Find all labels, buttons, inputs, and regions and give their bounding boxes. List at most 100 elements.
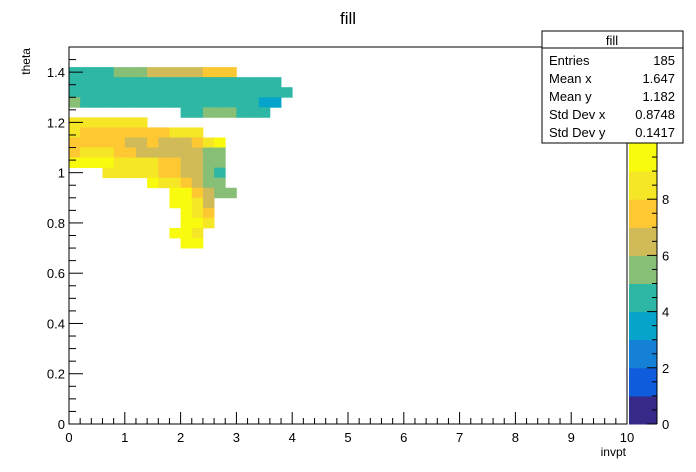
heatmap-bin	[169, 87, 181, 98]
heatmap-bin	[258, 97, 271, 108]
heatmap-bin	[180, 217, 193, 229]
y-tick-label: 1	[58, 166, 65, 181]
heatmap-bin	[91, 137, 103, 148]
heatmap-bin	[102, 87, 115, 98]
heatmap-bin	[102, 67, 115, 78]
heatmap-bin	[69, 97, 81, 108]
heatmap-bin	[135, 147, 148, 158]
x-tick-label: 6	[400, 430, 407, 445]
heatmap-bin	[191, 127, 204, 138]
stats-box: fill Entries 185 Mean x 1.647 Mean y 1.1…	[541, 30, 684, 144]
heatmap-bin	[135, 117, 148, 128]
heatmap-bin	[214, 67, 226, 78]
stats-label-entries: Entries	[549, 53, 590, 68]
x-tick-label: 8	[512, 430, 519, 445]
y-tick-label: 0	[58, 417, 65, 432]
x-tick-label: 9	[568, 430, 575, 445]
heatmap-bin	[147, 127, 159, 138]
heatmap-bin	[135, 97, 148, 108]
heatmap-bin	[169, 197, 181, 209]
heatmap-bin	[180, 197, 193, 209]
heatmap-bin	[135, 77, 148, 88]
heatmap-bin	[202, 217, 215, 229]
heatmap-bin	[202, 87, 215, 98]
heatmap-bin	[102, 77, 115, 88]
colorbar-tick-label: 4	[662, 305, 669, 320]
heatmap-bin	[180, 167, 193, 179]
heatmap-bin	[214, 167, 226, 179]
heatmap-bin	[135, 67, 148, 78]
heatmap-bin	[191, 87, 204, 98]
heatmap-bin	[113, 167, 126, 179]
axes: 0 1 2 3 4 5 6 7 8 9 10 0 0.2 0.4 0.6 0.8 1 1.2 1.4	[47, 46, 634, 445]
x-tick-label: 7	[456, 430, 463, 445]
heatmap-bin	[191, 97, 204, 108]
heatmap-bin	[214, 87, 226, 98]
heatmap-bin	[247, 97, 260, 108]
heatmap-bin	[180, 238, 193, 249]
heatmap-bin	[124, 87, 137, 98]
colorbar: 0 2 4 6 8	[629, 143, 669, 432]
stats-value-std-dev-x: 0.8748	[635, 107, 675, 122]
heatmap-bin	[180, 97, 193, 108]
heatmap-bin	[113, 147, 126, 158]
heatmap-bin	[113, 97, 126, 108]
heatmap-bin	[202, 77, 215, 88]
heatmap-bin	[247, 107, 260, 118]
heatmap-bin	[80, 97, 92, 108]
heatmap-bin	[269, 87, 282, 98]
heatmap-bin	[91, 77, 103, 88]
heatmap-bin	[225, 187, 237, 199]
heatmap-bin	[124, 157, 137, 169]
heatmap-bin	[180, 77, 193, 88]
y-tick-label: 1.2	[47, 115, 65, 130]
stats-value-entries: 185	[653, 53, 675, 68]
heatmap-bin	[124, 97, 137, 108]
heatmap-bin	[180, 187, 193, 199]
heatmap-bin	[102, 137, 115, 148]
heatmap-bin	[102, 147, 115, 158]
stats-label-std-dev-x: Std Dev x	[549, 107, 606, 122]
heatmap-bin	[91, 127, 103, 138]
heatmap-bin	[202, 97, 215, 108]
x-tick-label: 4	[289, 430, 296, 445]
heatmap-bin	[202, 197, 215, 209]
heatmap-bin	[202, 187, 215, 199]
heatmap-bin	[124, 137, 137, 148]
heatmap-bin	[124, 67, 137, 78]
heatmap-bin	[202, 137, 215, 148]
heatmap-bin	[69, 157, 81, 169]
heatmap-bin	[147, 97, 159, 108]
heatmap-bin	[124, 167, 137, 179]
heatmap-bin	[191, 167, 204, 179]
heatmap-bin	[69, 87, 81, 98]
heatmap-bin	[113, 137, 126, 148]
heatmap-bin	[80, 67, 92, 78]
heatmap-bin	[158, 77, 170, 88]
heatmap-bin	[191, 67, 204, 78]
heatmap-bin	[169, 157, 181, 169]
heatmap-bin	[158, 127, 170, 138]
heatmap-bin	[191, 217, 204, 229]
heatmap-bin	[169, 187, 181, 199]
y-tick-label: 0.8	[47, 216, 65, 231]
heatmap-bin	[180, 207, 193, 219]
stats-value-mean-y: 1.182	[642, 89, 675, 104]
heatmap-bin	[135, 127, 148, 138]
heatmap-bin	[80, 137, 92, 148]
heatmap-bin	[147, 157, 159, 169]
heatmap-bin	[69, 127, 81, 138]
heatmap-bin	[191, 207, 204, 219]
heatmap-bin	[214, 177, 226, 189]
heatmap-bin	[236, 107, 248, 118]
heatmap-bin	[169, 77, 181, 88]
heatmap-bin	[158, 147, 170, 158]
heatmap-bin	[180, 137, 193, 148]
heatmap-bin	[113, 67, 126, 78]
heatmap-bin	[236, 87, 248, 98]
heatmap-bin	[113, 87, 126, 98]
heatmap-bin	[147, 67, 159, 78]
heatmap-bin	[180, 107, 193, 118]
x-tick-label: 3	[233, 430, 240, 445]
